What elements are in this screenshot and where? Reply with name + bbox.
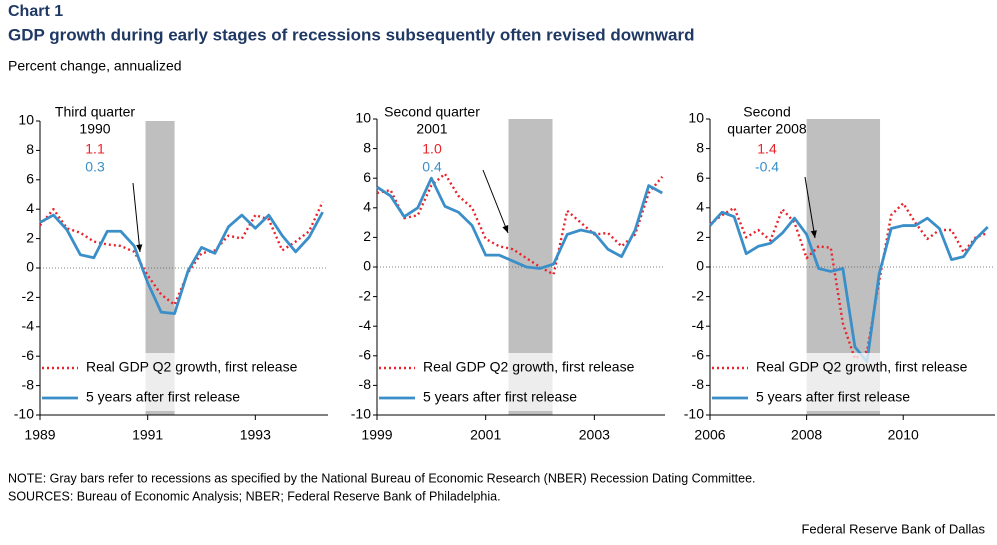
y-tick-label: 4 [26, 200, 34, 216]
annotation-arrow [132, 182, 141, 253]
annotation-text: Third quarter [55, 104, 135, 120]
y-tick-label: 8 [26, 141, 34, 157]
y-tick-label: 0 [696, 258, 704, 274]
x-tick-label: 2003 [579, 427, 610, 443]
credit: Federal Reserve Bank of Dallas [801, 521, 985, 536]
y-tick-label: 2 [363, 228, 371, 244]
x-tick-label: 1989 [24, 427, 55, 443]
y-tick-label: -10 [14, 406, 34, 422]
annotation-text: Second [743, 104, 790, 120]
annotation-text: 1990 [79, 121, 110, 137]
y-tick-label: -8 [359, 376, 372, 392]
note: NOTE: Gray bars refer to recessions as s… [8, 471, 756, 485]
x-tick-label: 1999 [361, 427, 392, 443]
x-tick-label: 2001 [470, 427, 501, 443]
y-tick-label: -6 [692, 347, 705, 363]
y-tick-label: -4 [359, 317, 372, 333]
y-tick-label: -2 [692, 287, 705, 303]
x-tick-label: 2008 [791, 427, 822, 443]
legend-box [711, 353, 992, 411]
y-tick-label: 0 [26, 259, 34, 275]
y-tick-label: 8 [696, 139, 704, 155]
annotation-value: 1.1 [85, 141, 105, 157]
arrow-head [136, 244, 143, 252]
annotation-value: 0.4 [422, 159, 442, 175]
series-line [708, 210, 989, 364]
chart-subtitle: Percent change, annualized [8, 58, 182, 74]
legend-box [378, 353, 662, 411]
annotation-text: Second quarter [384, 104, 480, 120]
y-tick-label: -8 [692, 376, 705, 392]
sources: SOURCES: Bureau of Economic Analysis; NB… [8, 489, 501, 503]
annotation-value: 1.0 [422, 141, 442, 157]
y-tick-label: 6 [363, 169, 371, 185]
series-line [39, 211, 324, 315]
series-line [376, 176, 663, 270]
y-tick-label: -2 [22, 288, 35, 304]
y-tick-label: 6 [696, 169, 704, 185]
y-tick-label: 8 [363, 139, 371, 155]
arrow-head [502, 225, 509, 233]
y-tick-label: 4 [363, 199, 371, 215]
chart-title: GDP growth during early stages of recess… [8, 25, 694, 44]
legend-label: 5 years after first release [86, 389, 240, 405]
x-tick-label: 1991 [132, 427, 163, 443]
annotation-value: 0.3 [85, 159, 105, 175]
y-tick-label: 4 [696, 199, 704, 215]
y-tick-label: -2 [359, 287, 372, 303]
annotation-text: 2001 [416, 121, 447, 137]
annotation-arrow [804, 176, 816, 239]
y-tick-label: 6 [26, 171, 34, 187]
y-tick-label: -10 [684, 406, 704, 422]
annotation-arrow [482, 169, 509, 234]
x-tick-label: 2010 [888, 427, 919, 443]
annotation-value: 1.4 [757, 141, 777, 157]
y-tick-label: 10 [355, 110, 371, 126]
y-tick-label: -4 [22, 318, 35, 334]
legend-label: 5 years after first release [756, 389, 910, 405]
y-tick-label: -4 [692, 317, 705, 333]
chart-label: Chart 1 [8, 3, 63, 20]
y-tick-label: 2 [696, 228, 704, 244]
y-tick-label: -10 [351, 406, 371, 422]
arrow-head [810, 230, 817, 238]
y-tick-label: 10 [18, 112, 34, 128]
y-tick-label: 2 [26, 229, 34, 245]
legend-label: Real GDP Q2 growth, first release [423, 359, 635, 375]
y-tick-label: 10 [688, 110, 704, 126]
series-line [376, 172, 664, 276]
y-tick-label: -6 [359, 347, 372, 363]
y-tick-label: 0 [363, 258, 371, 274]
annotation-text: quarter 2008 [727, 121, 807, 137]
x-tick-label: 2006 [694, 427, 725, 443]
annotation-value: -0.4 [755, 159, 779, 175]
y-tick-label: -6 [22, 347, 35, 363]
x-tick-label: 1993 [240, 427, 271, 443]
legend-label: 5 years after first release [423, 389, 577, 405]
legend-label: Real GDP Q2 growth, first release [86, 359, 298, 375]
legend-box [41, 353, 325, 411]
legend-label: Real GDP Q2 growth, first release [756, 359, 968, 375]
y-tick-label: -8 [22, 376, 35, 392]
